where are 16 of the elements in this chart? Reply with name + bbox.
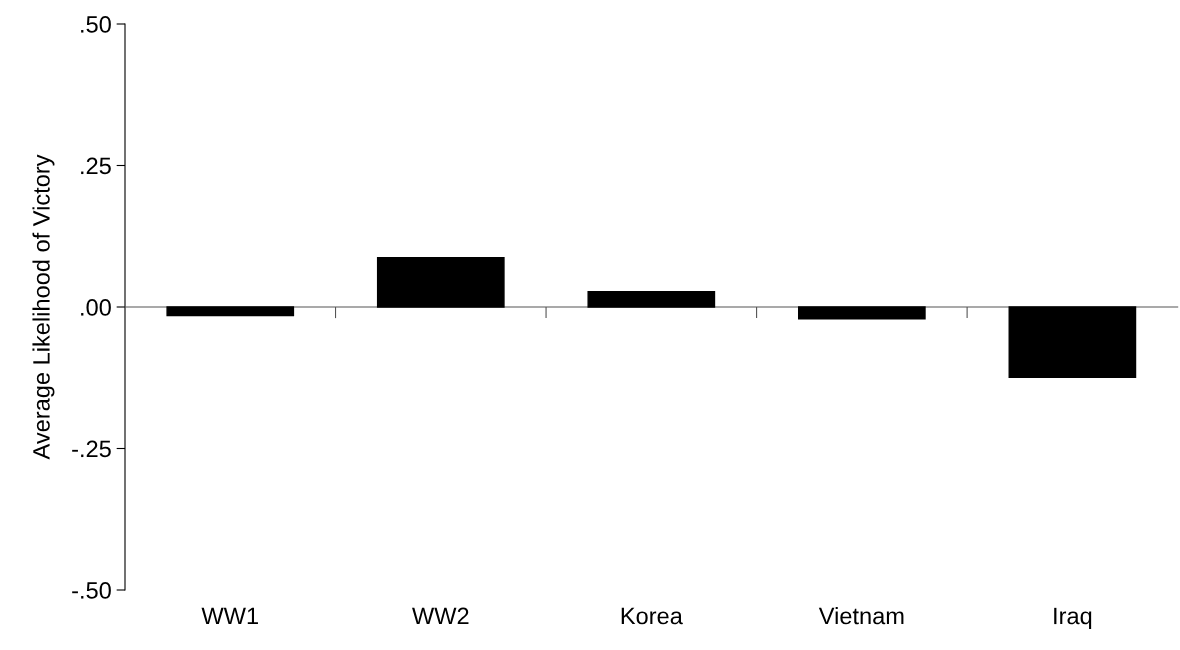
y-tick-label: -.25 (72, 440, 111, 458)
y-tick-label: .00 (81, 299, 111, 316)
y-axis-title: Average Likelihood of Victory (32, 154, 55, 460)
x-tick-label: Korea (621, 607, 683, 625)
y-tick-label: .50 (81, 16, 111, 33)
y-tick-label: -.50 (72, 582, 111, 599)
bar (797, 306, 926, 320)
x-tick-label: WW2 (412, 607, 469, 625)
bar (587, 291, 716, 308)
x-tick-label: WW1 (201, 607, 258, 625)
bar (166, 306, 295, 317)
y-tick-label: .25 (81, 157, 111, 175)
bar (376, 257, 505, 308)
bar (1008, 306, 1137, 378)
x-tick-label: Iraq (1054, 607, 1092, 629)
x-tick-label: Vietnam (818, 606, 904, 625)
